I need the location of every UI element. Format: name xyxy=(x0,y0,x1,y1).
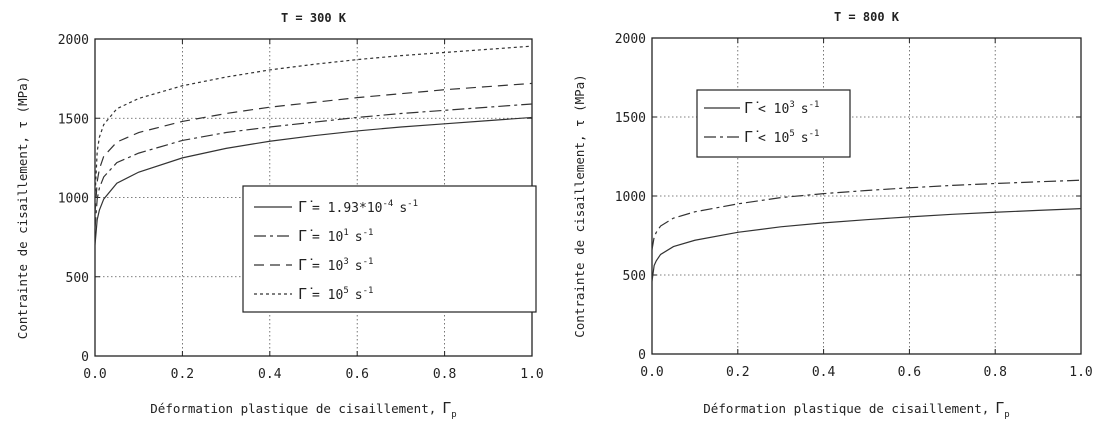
legend-legend-exp: -4 xyxy=(382,199,393,209)
x-tick-label: 0.8 xyxy=(433,367,456,382)
x-tick-label: 0.6 xyxy=(345,367,368,382)
legend: Γ̇ < 103 s-1Γ̇ < 105 s-1 xyxy=(696,89,851,158)
y-tick-label: 1500 xyxy=(58,112,89,127)
legend-legend-exp: 3 xyxy=(789,100,794,110)
legend-legend-unit-exp: -1 xyxy=(407,199,418,209)
legend: Γ̇ = 1.93*10-4 s-1Γ̇ = 101 s-1Γ̇ = 103 s-1Γ̇ = … xyxy=(242,185,537,313)
legend-legend-value: = 1.93*10 xyxy=(312,201,382,216)
x-axis-label: Déformation plastique de cisaillement, Γp xyxy=(703,399,1009,420)
legend-legend-unit-exp: -1 xyxy=(363,228,374,238)
y-tick-label: 2000 xyxy=(615,32,646,47)
x-axis-label-text: Déformation plastique de cisaillement, xyxy=(703,401,989,416)
y-tick-label: 2000 xyxy=(58,33,89,48)
y-axis-label: Contrainte de cisaillement, τ (MPa) xyxy=(572,74,587,337)
x-axis-subscript: p xyxy=(451,410,456,420)
legend-legend-unit: s xyxy=(801,102,809,117)
legend-legend-unit: s xyxy=(801,131,809,146)
legend-legend-unit: s xyxy=(355,259,363,274)
x-axis-symbol: Γ xyxy=(995,399,1004,417)
grid xyxy=(652,38,1081,354)
legend-legend-unit: s xyxy=(355,288,363,303)
legend-legend-unit: s xyxy=(399,201,407,216)
chart-1: 0.0 0.2 0.4 0.6 0.8 1.0 0 500 1000 1500 2000 T = 30… xyxy=(15,11,544,420)
x-axis-label: Déformation plastique de cisaillement, Γp xyxy=(150,399,456,420)
x-tick-label: 0.2 xyxy=(726,365,749,380)
series-lines xyxy=(94,45,533,246)
legend-legend-value: = 10 xyxy=(312,230,343,245)
legend-legend-exp: 1 xyxy=(343,228,348,238)
x-axis-label-text: Déformation plastique de cisaillement, xyxy=(150,401,436,416)
legend-legend-exp: 3 xyxy=(343,257,348,267)
x-tick-label: 0.0 xyxy=(640,365,663,380)
x-tick-label: 1.0 xyxy=(520,367,543,382)
series-line-4 xyxy=(94,45,533,198)
series-line-1 xyxy=(651,208,1082,282)
legend-legend-value: = 10 xyxy=(312,259,343,274)
x-tick-label: 0.0 xyxy=(83,367,106,382)
legend-box xyxy=(696,89,851,158)
x-tick-label: 0.6 xyxy=(898,365,921,380)
y-tick-label: 0 xyxy=(638,348,646,363)
x-tick-label: 0.4 xyxy=(812,365,836,380)
x-tick-label: 0.8 xyxy=(983,365,1006,380)
x-tick-label: 1.0 xyxy=(1069,365,1092,380)
x-tick-label: 0.4 xyxy=(258,367,282,382)
legend-legend-value: = 10 xyxy=(312,288,343,303)
legend-label-1: Γ̇ = 1.93*10-4 s-1 xyxy=(298,198,418,216)
y-tick-label: 1500 xyxy=(615,111,646,126)
legend-legend-unit-exp: -1 xyxy=(363,257,374,267)
y-tick-label: 500 xyxy=(623,269,646,284)
series-line-2 xyxy=(94,103,533,230)
x-tick-label: 0.2 xyxy=(171,367,194,382)
chart-2: 0.0 0.2 0.4 0.6 0.8 1.0 0 500 1000 1500 2000 T = 80… xyxy=(572,10,1093,420)
legend-legend-unit-exp: -1 xyxy=(809,129,820,139)
legend-legend-value: < 10 xyxy=(758,131,789,146)
legend-legend-unit: s xyxy=(355,230,363,245)
y-tick-label: 1000 xyxy=(58,192,89,207)
y-tick-label: 0 xyxy=(81,350,89,365)
legend-legend-unit-exp: -1 xyxy=(809,100,820,110)
chart-title: T = 300 K xyxy=(281,11,347,25)
x-axis-subscript: p xyxy=(1004,410,1009,420)
series-line-2 xyxy=(651,179,1082,250)
series-line-1 xyxy=(94,116,533,246)
legend-legend-unit-exp: -1 xyxy=(363,286,374,296)
chart-title: T = 800 K xyxy=(834,10,900,24)
y-axis-label: Contrainte de cisaillement, τ (MPa) xyxy=(15,76,30,339)
legend-legend-exp: 5 xyxy=(789,129,794,139)
y-tick-label: 1000 xyxy=(615,190,646,205)
x-axis-symbol: Γ xyxy=(442,399,451,417)
series-line-3 xyxy=(94,82,533,214)
series-lines xyxy=(651,179,1082,282)
legend-legend-exp: 5 xyxy=(343,286,348,296)
legend-legend-value: < 10 xyxy=(758,102,789,117)
y-tick-label: 500 xyxy=(66,271,89,286)
